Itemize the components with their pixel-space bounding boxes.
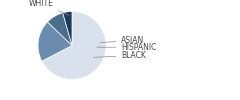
Text: WHITE: WHITE: [28, 0, 69, 16]
Wedge shape: [48, 13, 72, 46]
Wedge shape: [42, 12, 106, 80]
Wedge shape: [38, 22, 72, 61]
Wedge shape: [63, 12, 72, 46]
Text: HISPANIC: HISPANIC: [97, 43, 157, 52]
Text: ASIAN: ASIAN: [100, 36, 144, 45]
Text: BLACK: BLACK: [93, 51, 146, 60]
